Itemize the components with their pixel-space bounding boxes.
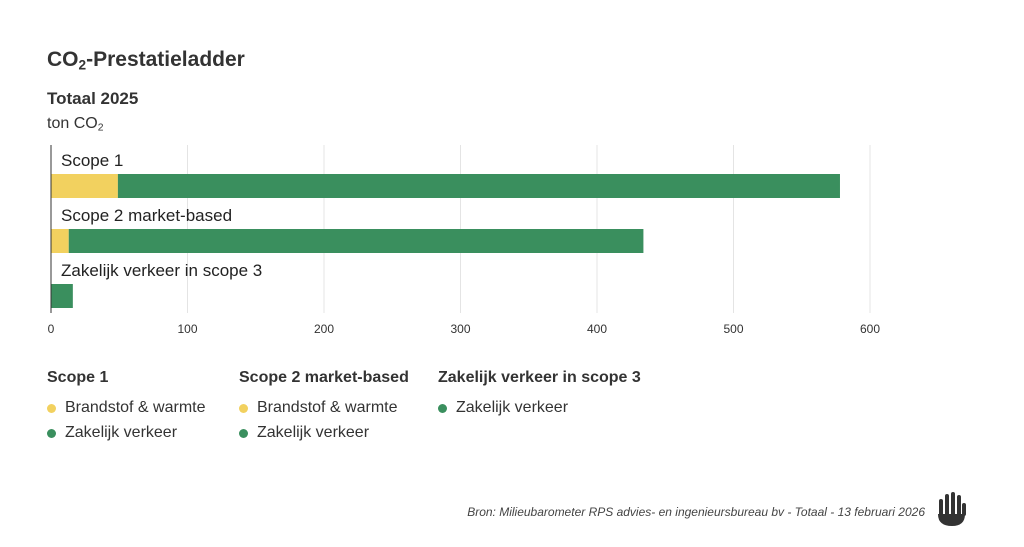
legend-item: Brandstof & warmte xyxy=(239,395,409,420)
legend-group-scope-2: Scope 2 market-based Brandstof & warmte … xyxy=(239,369,409,445)
bar-segment xyxy=(117,174,840,198)
category-labels: Scope 1 Scope 2 market-based Zakelijk verk… xyxy=(61,151,262,280)
legend-dot xyxy=(239,404,248,413)
legend-group-title: Scope 2 market-based xyxy=(239,369,409,386)
x-tick-label: 500 xyxy=(723,322,743,336)
chart-subtitle: Totaal 2025 xyxy=(47,89,139,108)
legend-item: Brandstof & warmte xyxy=(47,395,206,420)
bar-segment xyxy=(51,229,69,253)
x-tick-label: 0 xyxy=(48,322,55,336)
legend-dot xyxy=(438,404,447,413)
x-tick-label: 200 xyxy=(314,322,334,336)
legend-item: Zakelijk verkeer xyxy=(47,420,206,445)
category-label: Scope 2 market-based xyxy=(61,206,232,225)
x-tick-label: 300 xyxy=(450,322,470,336)
legend-dot xyxy=(239,429,248,438)
legend-group-scope-1: Scope 1 Brandstof & warmte Zakelijk verk… xyxy=(47,369,206,445)
legend-dot xyxy=(47,429,56,438)
bar-segment xyxy=(51,284,73,308)
chart-title: CO2-Prestatieladder xyxy=(47,48,245,73)
unit-label: ton CO2 xyxy=(47,115,104,134)
x-tick-label: 600 xyxy=(860,322,880,336)
bar-segment xyxy=(51,174,118,198)
source-note: Bron: Milieubarometer RPS advies- en ing… xyxy=(467,505,925,519)
x-tick-label: 100 xyxy=(177,322,197,336)
bars xyxy=(51,174,840,308)
hand-logo-icon xyxy=(938,492,966,526)
legend-item: Zakelijk verkeer xyxy=(239,420,409,445)
bar-segment xyxy=(68,229,644,253)
legend-group-scope-3: Zakelijk verkeer in scope 3 Zakelijk ver… xyxy=(438,369,641,420)
x-tick-label: 400 xyxy=(587,322,607,336)
legend-item: Zakelijk verkeer xyxy=(438,395,641,420)
legend-dot xyxy=(47,404,56,413)
category-label: Scope 1 xyxy=(61,151,123,170)
x-axis-ticks: 0 100 200 300 400 500 600 xyxy=(48,322,881,336)
legend-group-title: Zakelijk verkeer in scope 3 xyxy=(438,369,641,386)
category-label: Zakelijk verkeer in scope 3 xyxy=(61,261,262,280)
legend-group-title: Scope 1 xyxy=(47,369,109,386)
